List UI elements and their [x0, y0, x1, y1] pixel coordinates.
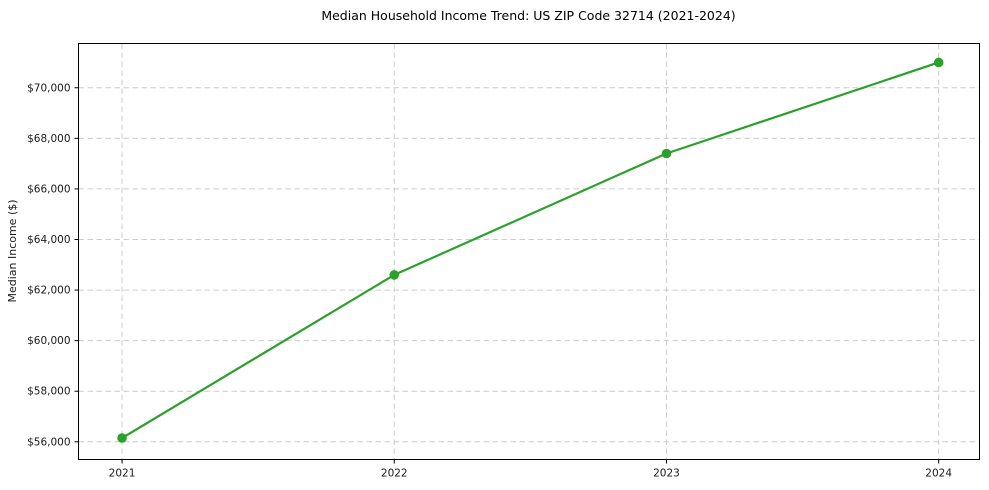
data-point-2024 [933, 57, 944, 68]
y-tick-label: $60,000 [27, 335, 70, 347]
y-tick-label: $56,000 [27, 436, 70, 448]
x-tick-label: 2021 [109, 468, 136, 480]
data-point-2022 [389, 270, 400, 280]
data-point-2023 [661, 148, 672, 159]
trend-line [120, 61, 940, 440]
chart-title: Median Household Income Trend: US ZIP Co… [321, 8, 736, 23]
y-tick-label: $64,000 [27, 234, 70, 246]
y-tick-label: $66,000 [27, 183, 70, 195]
x-tick-label: 2024 [925, 468, 952, 480]
plot-area: $56,000 $58,000 $60,000 $62,000 $64,000 $66,0… [27, 43, 980, 480]
x-tick-label: 2023 [653, 468, 680, 480]
y-axis-label: Median Income ($) [6, 199, 19, 302]
y-tick-label: $58,000 [27, 386, 70, 398]
y-tick-label: $70,000 [27, 82, 70, 94]
y-tick-label: $62,000 [27, 285, 70, 297]
x-tick-label: 2022 [381, 468, 408, 480]
y-tick-label: $68,000 [27, 133, 70, 145]
plot-border [78, 43, 980, 460]
data-point-2021 [117, 433, 127, 443]
